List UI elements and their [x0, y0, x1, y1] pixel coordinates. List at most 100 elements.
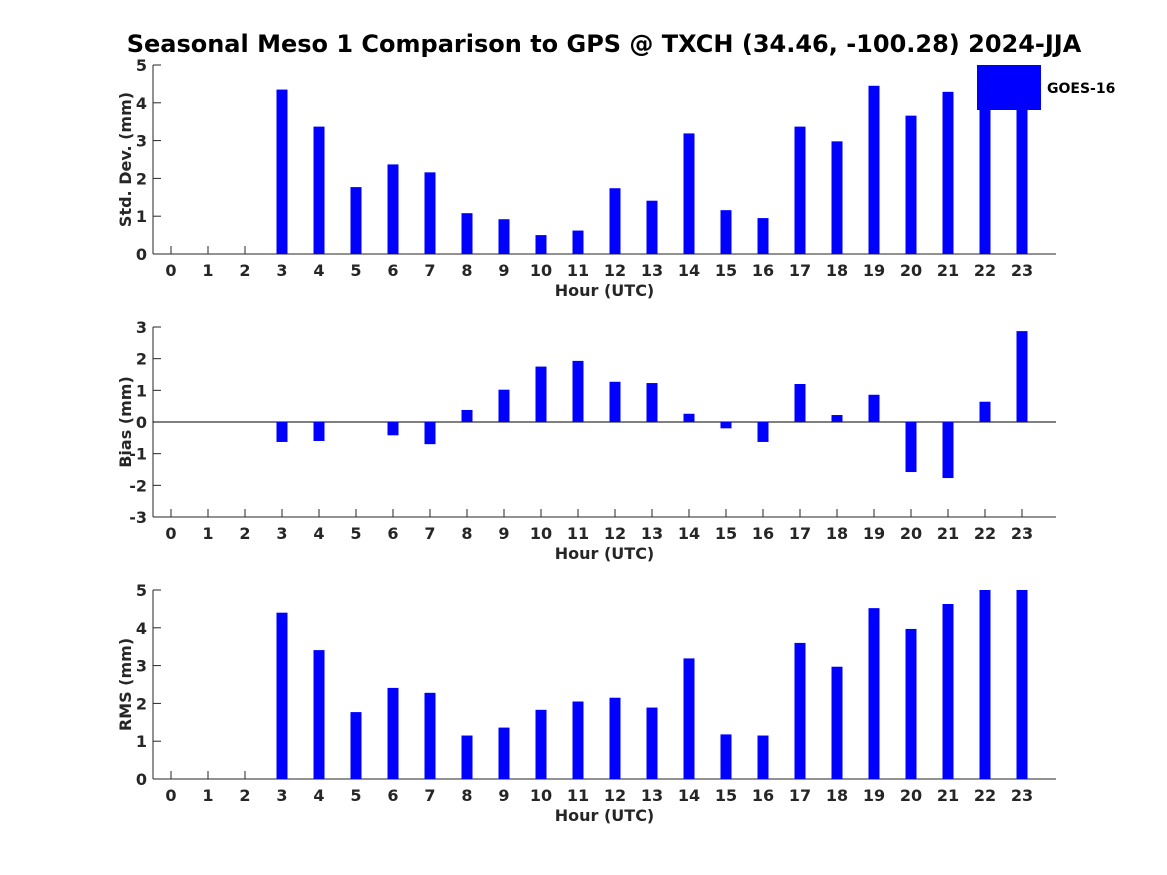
x-tick-label: 22: [974, 786, 996, 805]
bar-hour-3: [276, 422, 288, 442]
y-axis-label: RMS (mm): [116, 638, 135, 731]
y-tick-label: -1: [129, 445, 147, 464]
bar-hour-16: [757, 218, 769, 254]
y-tick-label: -3: [129, 508, 147, 527]
y-tick-label: 3: [136, 657, 147, 676]
y-tick-label: 4: [136, 94, 147, 113]
x-tick-label: 15: [715, 261, 737, 280]
y-tick-label: 0: [136, 413, 147, 432]
x-tick-label: 0: [165, 261, 176, 280]
x-tick-label: 11: [567, 786, 589, 805]
bar-hour-23: [1016, 331, 1028, 422]
x-tick-label: 6: [387, 261, 398, 280]
x-tick-label: 3: [276, 524, 287, 543]
x-tick-label: 19: [863, 786, 885, 805]
x-tick-label: 12: [604, 261, 626, 280]
bar-hour-18: [831, 666, 843, 779]
x-tick-label: 14: [678, 524, 700, 543]
x-tick-label: 1: [202, 524, 213, 543]
bar-hour-15: [720, 210, 732, 254]
bar-hour-14: [683, 413, 695, 422]
x-tick-label: 4: [313, 786, 324, 805]
x-tick-label: 9: [498, 786, 509, 805]
bar-hour-21: [942, 603, 954, 779]
x-tick-label: 7: [424, 524, 435, 543]
x-tick-label: 19: [863, 524, 885, 543]
x-tick-label: 2: [239, 786, 250, 805]
bar-hour-16: [757, 422, 769, 442]
bar-hour-10: [535, 709, 547, 779]
x-axis-label: Hour (UTC): [555, 806, 655, 825]
y-tick-label: 1: [136, 207, 147, 226]
bar-hour-8: [461, 213, 473, 254]
y-tick-label: 2: [136, 694, 147, 713]
x-tick-label: 22: [974, 524, 996, 543]
x-tick-label: 20: [900, 261, 922, 280]
y-tick-label: 3: [136, 132, 147, 151]
bar-hour-19: [868, 394, 880, 422]
bar-hour-5: [350, 187, 362, 254]
bar-hour-5: [350, 712, 362, 779]
x-tick-label: 16: [752, 524, 774, 543]
bar-hour-19: [868, 85, 880, 254]
y-tick-label: 3: [136, 318, 147, 337]
x-tick-label: 7: [424, 261, 435, 280]
bar-hour-16: [757, 735, 769, 779]
bar-hour-18: [831, 415, 843, 422]
x-tick-label: 14: [678, 261, 700, 280]
x-tick-label: 9: [498, 261, 509, 280]
bar-hour-23: [1016, 590, 1028, 779]
x-tick-label: 21: [937, 524, 959, 543]
bar-hour-20: [905, 422, 917, 473]
y-axis-label: Std. Dev. (mm): [116, 92, 135, 227]
bar-hour-17: [794, 642, 806, 779]
x-tick-label: 0: [165, 786, 176, 805]
x-tick-label: 23: [1011, 261, 1033, 280]
bar-hour-13: [646, 200, 658, 254]
x-tick-label: 20: [900, 524, 922, 543]
x-tick-label: 12: [604, 786, 626, 805]
bar-hour-3: [276, 89, 288, 254]
bar-hour-17: [794, 384, 806, 422]
bar-hour-12: [609, 381, 621, 422]
x-tick-label: 6: [387, 524, 398, 543]
bar-hour-7: [424, 172, 436, 254]
bar-hour-9: [498, 219, 510, 254]
bar-hour-9: [498, 389, 510, 422]
x-tick-label: 3: [276, 786, 287, 805]
x-tick-label: 15: [715, 524, 737, 543]
y-tick-label: 5: [136, 581, 147, 600]
x-tick-label: 7: [424, 786, 435, 805]
x-tick-label: 18: [826, 261, 848, 280]
x-tick-label: 17: [789, 524, 811, 543]
x-tick-label: 1: [202, 786, 213, 805]
x-tick-label: 11: [567, 261, 589, 280]
x-tick-label: 14: [678, 786, 700, 805]
bar-hour-3: [276, 612, 288, 779]
x-axis-label: Hour (UTC): [555, 281, 655, 300]
x-tick-label: 19: [863, 261, 885, 280]
x-tick-label: 10: [530, 524, 552, 543]
bar-hour-12: [609, 697, 621, 779]
x-tick-label: 0: [165, 524, 176, 543]
bar-hour-10: [535, 366, 547, 422]
bar-hour-11: [572, 360, 584, 422]
bar-hour-23: [1016, 65, 1028, 254]
bar-hour-20: [905, 628, 917, 779]
bar-hour-13: [646, 707, 658, 779]
bar-hour-12: [609, 188, 621, 254]
x-tick-label: 16: [752, 786, 774, 805]
x-tick-label: 17: [789, 261, 811, 280]
bar-hour-17: [794, 126, 806, 254]
x-tick-label: 18: [826, 524, 848, 543]
bar-hour-21: [942, 91, 954, 254]
x-tick-label: 13: [641, 261, 663, 280]
bar-hour-22: [979, 65, 991, 254]
x-tick-label: 18: [826, 786, 848, 805]
x-tick-label: 21: [937, 786, 959, 805]
x-tick-label: 23: [1011, 786, 1033, 805]
x-tick-label: 12: [604, 524, 626, 543]
